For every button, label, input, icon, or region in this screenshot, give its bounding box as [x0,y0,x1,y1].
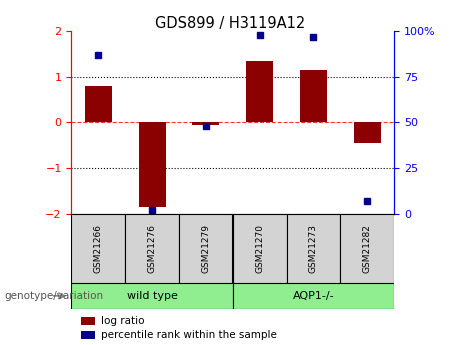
Text: GSM21266: GSM21266 [94,224,103,273]
Text: wild type: wild type [127,291,177,301]
Text: percentile rank within the sample: percentile rank within the sample [101,330,278,339]
Bar [193,122,219,125]
Bar [233,214,287,283]
Bar [85,86,112,122]
Bar [81,331,95,339]
Bar [71,214,125,283]
Text: GSM21276: GSM21276 [148,224,157,273]
Bar [233,283,394,309]
Bar [179,214,233,283]
Bar [340,214,394,283]
Text: GDS899 / H3119A12: GDS899 / H3119A12 [155,16,306,30]
Bar [246,61,273,122]
Text: GSM21282: GSM21282 [363,224,372,273]
Text: AQP1-/-: AQP1-/- [293,291,334,301]
Bar [81,317,95,325]
Bar [125,214,179,283]
Bar [300,70,327,122]
Text: genotype/variation: genotype/variation [5,291,104,301]
Text: GSM21279: GSM21279 [201,224,210,273]
Text: GSM21270: GSM21270 [255,224,264,273]
Text: GSM21273: GSM21273 [309,224,318,273]
Text: log ratio: log ratio [101,316,145,326]
Bar [139,122,165,207]
Bar [354,122,381,143]
Bar [287,214,340,283]
Bar [71,283,233,309]
